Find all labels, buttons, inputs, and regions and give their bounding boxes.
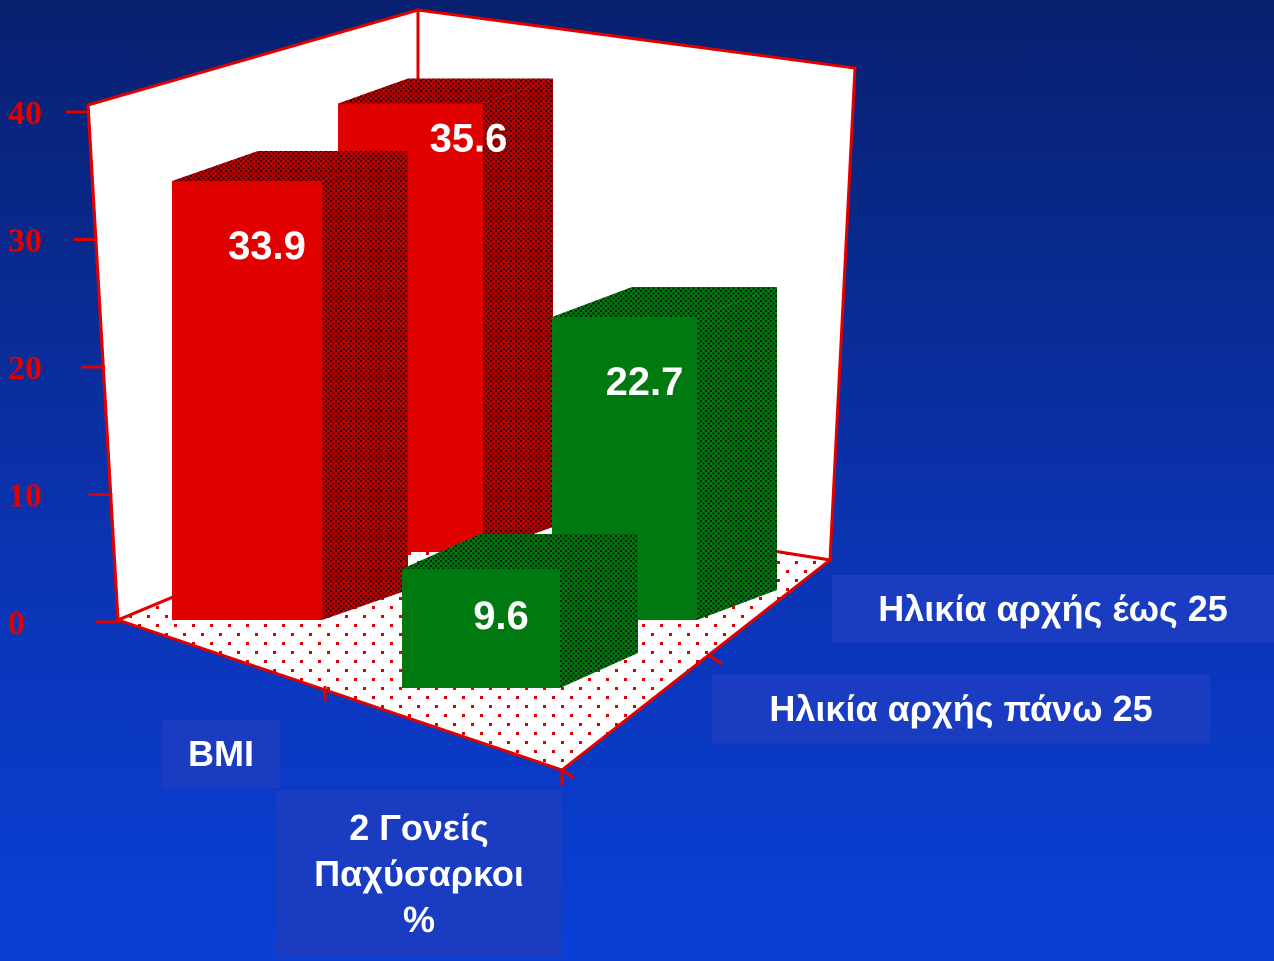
y-axis-line	[86, 104, 120, 623]
bar-value-label: 9.6	[473, 594, 529, 638]
bar-top	[338, 78, 553, 104]
bar-value-label: 35.6	[430, 116, 508, 160]
bar-front	[402, 568, 560, 688]
series-text-front: Ηλικία αρχής πάνω 25	[769, 688, 1153, 729]
series-label-front: Ηλικία αρχής πάνω 25	[712, 675, 1210, 743]
series-text-back: Ηλικία αρχής έως 25	[878, 588, 1228, 629]
category-label-parents: 2 Γονείς Παχύσαρκοι %	[276, 790, 562, 958]
category-text-line3: %	[402, 899, 435, 940]
category-text-line2: Παχύσαρκοι	[314, 853, 524, 894]
bar-side	[322, 150, 408, 620]
floor-tick	[561, 768, 575, 780]
series-label-back: Ηλικία αρχής έως 25	[832, 575, 1274, 643]
y-axis: 0 10 20 30 40	[8, 95, 120, 642]
bar-side	[483, 78, 553, 552]
y-tick-label: 10	[8, 478, 42, 515]
bar-top	[402, 533, 638, 569]
bar-value-label: 22.7	[606, 360, 684, 404]
y-tick-label: 20	[8, 350, 42, 387]
bar-side	[560, 533, 638, 688]
floor-tick	[709, 654, 723, 666]
bar-red_front: 33.9	[172, 150, 408, 620]
category-label-bmi: BMI	[162, 720, 280, 788]
category-text-bmi: BMI	[188, 733, 254, 774]
category-text-line1: 2 Γονείς	[349, 807, 489, 848]
y-tick-label: 0	[8, 605, 25, 642]
bar-top	[172, 150, 408, 181]
bar-value-label: 33.9	[228, 224, 306, 268]
y-tick-label: 40	[8, 95, 42, 132]
bar-green_front: 9.6	[402, 533, 638, 688]
y-tick-label: 30	[8, 223, 42, 260]
bars: 35.6 22.7 33.9 9.6	[172, 78, 777, 688]
bar-front	[172, 180, 322, 620]
bar-top	[552, 286, 777, 317]
bar-side	[697, 286, 777, 620]
